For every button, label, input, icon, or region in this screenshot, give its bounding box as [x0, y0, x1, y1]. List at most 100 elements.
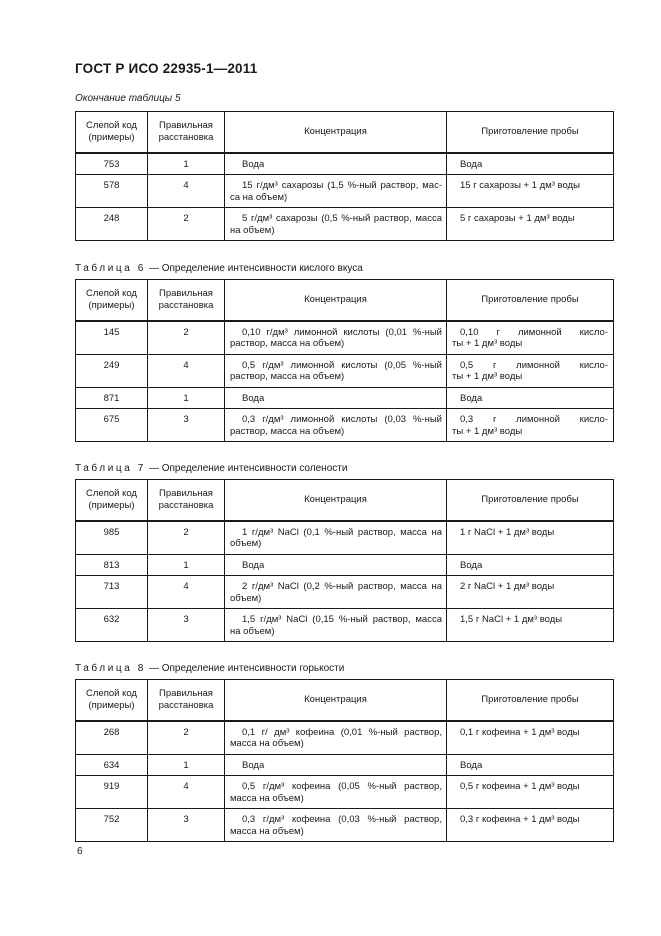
cell-blind-code: 713: [75, 575, 148, 609]
column-header-concentration: Концентрация: [224, 111, 447, 154]
column-header-blind-code: Слепой код (примеры): [75, 679, 148, 722]
table-row: 675 3 0,3 г/дм³ лимонной кислоты (0,03 %…: [75, 408, 614, 442]
header-row: Слепой код (примеры) Правильная расстано…: [75, 279, 614, 322]
cell-concentration: 1 г/дм³ NaCl (0,1 %-ный раствор, масса н…: [224, 520, 447, 555]
cell-blind-code: 578: [75, 174, 148, 208]
table-row: 713 4 2 г/дм³ NaCl (0,2 %-ный раствор, м…: [75, 575, 614, 609]
table-row: 248 2 5 г/дм³ сахарозы (0,5 %-ный раство…: [75, 207, 614, 241]
table-row: 632 3 1,5 г/дм³ NaCl (0,15 %-ный раствор…: [75, 608, 614, 642]
column-header-blind-code: Слепой код (примеры): [75, 479, 148, 522]
cell-correct-order: 1: [147, 152, 225, 175]
table-row: 871 1 Вода Вода: [75, 386, 614, 409]
table-7-caption: Таблица 7— Определение интенсивности сол…: [75, 463, 347, 474]
cell-correct-order: 1: [147, 553, 225, 576]
table5-continuation-note: Окончание таблицы 5: [75, 93, 181, 104]
cell-blind-code: 985: [75, 520, 148, 555]
table-caption-number: Таблица 8: [75, 663, 146, 674]
table-8-caption: Таблица 8— Определение интенсивности гор…: [75, 663, 344, 674]
column-header-correct-order: Правильная расстановка: [147, 479, 225, 522]
cell-correct-order: 2: [147, 720, 225, 755]
cell-concentration: 5 г/дм³ сахарозы (0,5 %-ный раствор, мас…: [224, 207, 447, 241]
table-5-continuation: Слепой код (примеры) Правильная расстано…: [75, 111, 614, 241]
cell-sample-preparation: 0,5 г кофеина + 1 дм³ воды: [446, 775, 614, 809]
cell-concentration: Вода: [224, 386, 447, 409]
cell-sample-preparation: 5 г сахарозы + 1 дм³ воды: [446, 207, 614, 241]
cell-sample-preparation: Вода: [446, 386, 614, 409]
table-row: 249 4 0,5 г/дм³ лимонной кислоты (0,05 %…: [75, 353, 614, 388]
column-header-blind-code: Слепой код (примеры): [75, 111, 148, 154]
column-header-correct-order: Правильная расстановка: [147, 679, 225, 722]
cell-blind-code: 634: [75, 753, 148, 776]
cell-concentration: 0,1 г/ дм³ кофеина (0,01 %-ный раствор, м…: [224, 720, 447, 755]
cell-blind-code: 675: [75, 408, 148, 442]
table-row: 634 1 Вода Вода: [75, 753, 614, 776]
table-7-saltiness: Слепой код (примеры) Правильная расстано…: [75, 479, 614, 642]
cell-blind-code: 871: [75, 386, 148, 409]
cell-blind-code: 752: [75, 808, 148, 842]
cell-sample-preparation: 2 г NaCl + 1 дм³ воды: [446, 575, 614, 609]
page-number: 6: [77, 846, 83, 857]
table-row: 268 2 0,1 г/ дм³ кофеина (0,01 %-ный рас…: [75, 720, 614, 755]
table-6-sour-taste: Слепой код (примеры) Правильная расстано…: [75, 279, 614, 442]
cell-correct-order: 3: [147, 608, 225, 642]
table-caption-title: — Определение интенсивности солености: [148, 463, 348, 474]
cell-concentration: 1,5 г/дм³ NaCl (0,15 %-ный раствор, масс…: [224, 608, 447, 642]
cell-concentration: 0,5 г/дм³ лимонной кислоты (0,05 %-ный ра…: [224, 353, 447, 388]
cell-sample-preparation: Вода: [446, 553, 614, 576]
table-8-bitterness: Слепой код (примеры) Правильная расстано…: [75, 679, 614, 842]
cell-correct-order: 4: [147, 353, 225, 388]
table-row: 813 1 Вода Вода: [75, 553, 614, 576]
column-header-correct-order: Правильная расстановка: [147, 279, 225, 322]
cell-sample-preparation: 1 г NaCl + 1 дм³ воды: [446, 520, 614, 555]
standard-code-heading: ГОСТ Р ИСО 22935-1—2011: [75, 61, 258, 76]
cell-concentration: Вода: [224, 553, 447, 576]
table-row: 145 2 0,10 г/дм³ лимонной кислоты (0,01 …: [75, 320, 614, 355]
cell-concentration: 15 г/дм³ сахарозы (1,5 %-ный раствор, ма…: [224, 174, 447, 208]
column-header-sample-preparation: Приготовление пробы: [446, 111, 614, 154]
cell-blind-code: 813: [75, 553, 148, 576]
table-row: 578 4 15 г/дм³ сахарозы (1,5 %-ный раств…: [75, 174, 614, 208]
column-header-correct-order: Правильная расстановка: [147, 111, 225, 154]
column-header-concentration: Концентрация: [224, 479, 447, 522]
cell-blind-code: 248: [75, 207, 148, 241]
table-row: 985 2 1 г/дм³ NaCl (0,1 %-ный раствор, м…: [75, 520, 614, 555]
cell-correct-order: 3: [147, 808, 225, 842]
header-row: Слепой код (примеры) Правильная расстано…: [75, 479, 614, 522]
cell-correct-order: 3: [147, 408, 225, 442]
cell-sample-preparation: 1,5 г NaCl + 1 дм³ воды: [446, 608, 614, 642]
header-row: Слепой код (примеры) Правильная расстано…: [75, 111, 614, 154]
column-header-concentration: Концентрация: [224, 279, 447, 322]
cell-sample-preparation: 0,10 г лимонной кисло-ты + 1 дм³ воды: [446, 320, 614, 355]
column-header-concentration: Концентрация: [224, 679, 447, 722]
cell-sample-preparation: 15 г сахарозы + 1 дм³ воды: [446, 174, 614, 208]
cell-correct-order: 4: [147, 575, 225, 609]
cell-correct-order: 2: [147, 320, 225, 355]
cell-blind-code: 145: [75, 320, 148, 355]
column-header-blind-code: Слепой код (примеры): [75, 279, 148, 322]
cell-blind-code: 268: [75, 720, 148, 755]
cell-concentration: Вода: [224, 753, 447, 776]
table-caption-title: — Определение интенсивности кислого вкус…: [148, 263, 363, 274]
cell-correct-order: 2: [147, 207, 225, 241]
table-caption-number: Таблица 6: [75, 263, 146, 274]
table-caption-title: — Определение интенсивности горькости: [148, 663, 345, 674]
cell-sample-preparation: 0,5 г лимонной кисло-ты + 1 дм³ воды: [446, 353, 614, 388]
table-caption-number: Таблица 7: [75, 463, 146, 474]
cell-blind-code: 249: [75, 353, 148, 388]
cell-blind-code: 919: [75, 775, 148, 809]
column-header-sample-preparation: Приготовление пробы: [446, 679, 614, 722]
table-6-caption: Таблица 6— Определение интенсивности кис…: [75, 263, 363, 274]
header-row: Слепой код (примеры) Правильная расстано…: [75, 679, 614, 722]
column-header-sample-preparation: Приготовление пробы: [446, 479, 614, 522]
column-header-sample-preparation: Приготовление пробы: [446, 279, 614, 322]
cell-correct-order: 1: [147, 386, 225, 409]
cell-sample-preparation: 0,1 г кофеина + 1 дм³ воды: [446, 720, 614, 755]
table-row: 752 3 0,3 г/дм³ кофеина (0,03 %-ный раст…: [75, 808, 614, 842]
cell-correct-order: 4: [147, 174, 225, 208]
cell-correct-order: 1: [147, 753, 225, 776]
cell-concentration: 0,5 г/дм³ кофеина (0,05 %-ный раствор, ма…: [224, 775, 447, 809]
table-row: 753 1 Вода Вода: [75, 152, 614, 175]
cell-concentration: 2 г/дм³ NaCl (0,2 %-ный раствор, масса н…: [224, 575, 447, 609]
cell-blind-code: 753: [75, 152, 148, 175]
cell-concentration: 0,3 г/дм³ кофеина (0,03 %-ный раствор, ма…: [224, 808, 447, 842]
